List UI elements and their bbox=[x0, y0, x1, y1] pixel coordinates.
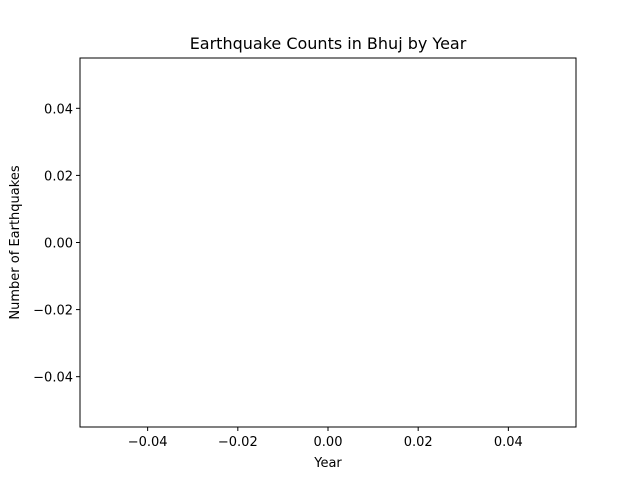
x-tick-label: 0.00 bbox=[314, 435, 343, 450]
y-tick-label: 0.00 bbox=[44, 237, 73, 252]
x-tick-label: −0.02 bbox=[218, 435, 258, 450]
y-tick-label: −0.04 bbox=[33, 371, 73, 386]
x-axis-label: Year bbox=[313, 456, 342, 471]
x-tick-label: 0.04 bbox=[494, 435, 523, 450]
x-tick-label: 0.02 bbox=[404, 435, 433, 450]
y-tick-label: 0.04 bbox=[44, 102, 73, 117]
chart-title: Earthquake Counts in Bhuj by Year bbox=[190, 34, 467, 53]
y-axis-label: Number of Earthquakes bbox=[8, 165, 23, 319]
y-axis-ticks: −0.04 −0.02 0.00 0.02 0.04 bbox=[33, 102, 80, 386]
x-tick-label: −0.04 bbox=[128, 435, 168, 450]
y-tick-label: 0.02 bbox=[44, 169, 73, 184]
x-axis-ticks: −0.04 −0.02 0.00 0.02 0.04 bbox=[128, 427, 523, 450]
y-tick-label: −0.02 bbox=[33, 304, 73, 319]
